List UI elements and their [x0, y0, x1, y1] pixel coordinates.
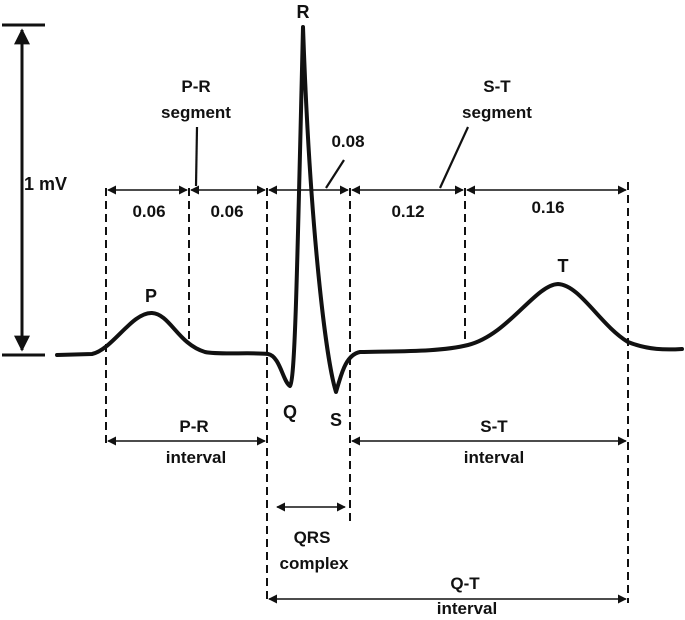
ecg-waveform — [55, 25, 684, 394]
st-segment-callout: S-T segment — [439, 77, 532, 189]
wave-label-p: P — [145, 286, 157, 306]
voltage-scale: 1 mV — [2, 23, 67, 357]
wave-label-q: Q — [283, 402, 297, 422]
wave-label-t: T — [558, 256, 569, 276]
pr-segment-leader-line — [194, 126, 199, 187]
qt-interval-label-line2: interval — [437, 599, 497, 618]
duration-label-st-segment: 0.12 — [391, 202, 424, 221]
pr-interval-label-line2: interval — [166, 448, 226, 467]
st-interval: S-T interval — [351, 417, 627, 467]
voltage-scale-label: 1 mV — [24, 174, 67, 194]
wave-label-r: R — [297, 2, 310, 22]
wave-label-s: S — [330, 410, 342, 430]
duration-label-t-wave: 0.16 — [531, 198, 564, 217]
qrs-duration-leader-line — [325, 159, 345, 189]
pr-segment-label-line1: P-R — [181, 77, 210, 96]
pr-interval: P-R interval — [107, 417, 266, 467]
duration-label-p-wave: 0.06 — [132, 202, 165, 221]
duration-label-qrs: 0.08 — [331, 132, 364, 151]
st-segment-label-line2: segment — [462, 103, 532, 122]
st-segment-label-line1: S-T — [483, 77, 511, 96]
pr-segment-label-line2: segment — [161, 103, 231, 122]
qrs-complex-label-line2: complex — [280, 554, 350, 573]
pr-interval-label-line1: P-R — [179, 417, 208, 436]
pr-segment-callout: P-R segment — [161, 77, 231, 187]
qt-interval-label-line1: Q-T — [450, 574, 480, 593]
duration-label-pr-segment: 0.06 — [210, 202, 243, 221]
guide-lines — [105, 182, 629, 603]
st-segment-leader-line — [439, 126, 469, 189]
qrs-complex: QRS complex — [276, 502, 350, 573]
qt-interval: Q-T interval — [268, 574, 627, 618]
st-interval-label-line1: S-T — [480, 417, 508, 436]
st-interval-label-line2: interval — [464, 448, 524, 467]
qrs-complex-label-line1: QRS — [294, 528, 331, 547]
